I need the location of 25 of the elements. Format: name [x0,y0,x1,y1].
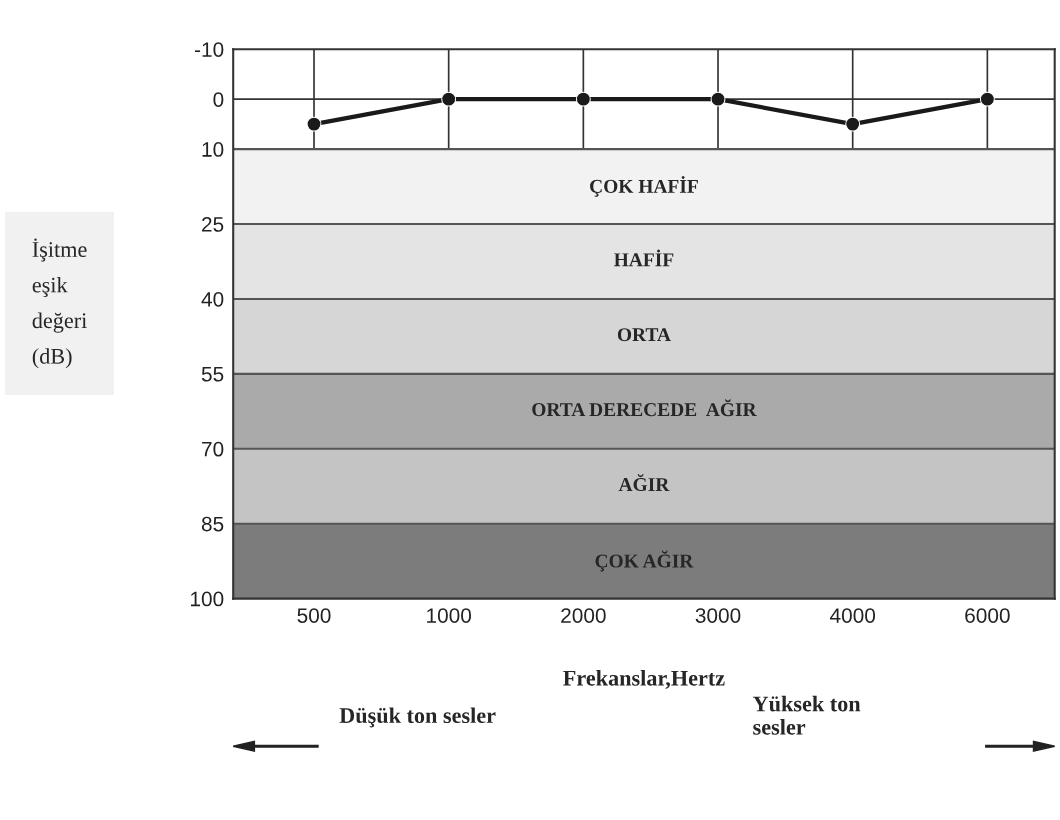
x-tick-label: 500 [297,608,331,623]
text: Düşük ton sesler [339,707,496,728]
y-tick-label: 40 [201,291,224,307]
y-tick-label: -10 [194,42,224,57]
band-label: ÇOK AĞIR [595,550,694,572]
x-tick-label: 6000 [965,608,1010,623]
x-tick-label: 2000 [561,608,606,623]
x-tick-label: 3000 [695,608,741,623]
x-tick-label: 1000 [427,608,472,623]
y-tick-label: 10 [202,142,224,157]
y-tick-label: 70 [202,441,224,457]
x-tick-label: 4000 [830,608,876,623]
band-label: ORTA DERECEDE AĞIR [532,399,757,417]
text: Yüksek ton sesler [752,695,861,735]
y-tick-label: 100 [191,591,224,607]
x-axis-title: Frekanslar,Hertz [563,670,725,689]
band-label: AĞIR [618,474,670,492]
y-tick-label: 25 [202,217,224,232]
y-tick-label: 55 [201,367,224,382]
y-tick-label: 85 [201,516,224,532]
y-axis-title: İşitme eşik değeri (dB) [32,238,87,369]
y-tick-label: 0 [213,92,224,107]
band-label: ÇOK HAFİF [590,176,698,197]
band-label: HAFİF [614,249,674,267]
band-label: ORTA [617,328,671,342]
